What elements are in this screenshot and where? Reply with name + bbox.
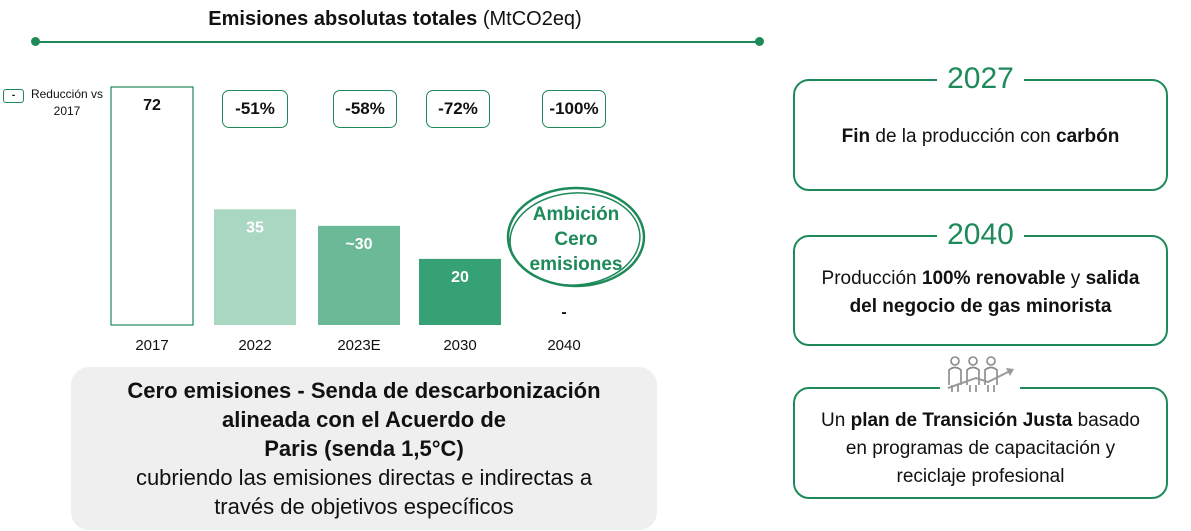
- summary-line-4: cubriendo las emisiones directas e indir…: [135, 465, 593, 490]
- title-divider: [35, 41, 759, 43]
- card3-text-3: en programas de capacitación y: [845, 438, 1116, 459]
- card1-text-bold-2: carbón: [1056, 126, 1120, 147]
- bar-value-2017: 72: [143, 97, 161, 114]
- card3-text-2: basado: [1072, 410, 1140, 431]
- x-tick-2022: 2022: [238, 337, 271, 354]
- bar-value-2023e: ~30: [345, 236, 372, 253]
- annotation-circle: [506, 186, 646, 288]
- reduction-badge-2040: -100%: [542, 90, 606, 128]
- card2-text-1: Producción: [821, 268, 922, 289]
- annotation-text-line-1: Ambición: [533, 204, 620, 225]
- summary-line-5: través de objetivos específicos: [214, 494, 514, 519]
- legend-marker: -: [3, 89, 24, 103]
- people-growth-icon: [940, 352, 1020, 394]
- bar-value-2040: -: [561, 304, 566, 321]
- summary-line-1: Cero emisiones - Senda de descarbonizaci…: [127, 378, 601, 403]
- just-transition-card: Un plan de Transición Justa basado en pr…: [793, 387, 1168, 499]
- card2-text-bold-1: 100% renovable: [921, 268, 1066, 289]
- card3-text-bold: plan de Transición Justa: [850, 410, 1073, 431]
- bar-2017: [110, 86, 194, 326]
- bar-value-2022: 35: [246, 219, 264, 236]
- reduction-badge-2023e: -58%: [333, 90, 397, 128]
- summary-line-2: alineada con el Acuerdo de: [221, 407, 507, 432]
- chart-title-unit: (MtCO2eq): [482, 8, 582, 30]
- annotation-text-line-3: emisiones: [530, 254, 623, 275]
- bar-2023e: [318, 225, 400, 325]
- card-year-2027: 2027: [937, 62, 1024, 95]
- card2-text-2: y: [1065, 268, 1086, 289]
- x-tick-2023e: 2023E: [337, 337, 380, 354]
- bar-2022: [214, 209, 296, 325]
- annotation-circle-stroke-2: [509, 192, 641, 286]
- emissions-bar-chart: 72 2017 35 2022 ~30 2023E 20 2030 - 2040 Ambición C…: [110, 86, 646, 354]
- x-tick-2040: 2040: [547, 337, 580, 354]
- card2-text-bold-3: del negocio de gas minorista: [849, 296, 1112, 317]
- chart-title: Emisiones absolutas totales (MtCO2eq): [0, 8, 790, 31]
- card-year-2040: 2040: [937, 218, 1024, 251]
- legend-label: Reducción vs 2017: [30, 87, 104, 118]
- card2-text-bold-2: salida: [1085, 268, 1140, 289]
- reduction-badge-2022: -51%: [222, 90, 288, 128]
- card3-text-4: reciclaje profesional: [896, 466, 1065, 487]
- milestone-card-2040: 2040 Producción 100% renovable y salida …: [793, 218, 1168, 346]
- summary-panel: Cero emisiones - Senda de descarbonizaci…: [71, 367, 657, 530]
- divider-dot-right: [755, 37, 764, 46]
- bar-2030: [419, 258, 501, 325]
- x-tick-2030: 2030: [443, 337, 476, 354]
- reduction-badge-2030: -72%: [426, 90, 490, 128]
- card1-text: de la producción con: [870, 126, 1057, 147]
- card3-text-1: Un: [821, 410, 851, 431]
- x-tick-2017: 2017: [135, 337, 168, 354]
- bar-value-2030: 20: [451, 269, 469, 286]
- chart-title-main: Emisiones absolutas totales: [208, 8, 478, 30]
- summary-line-3: Paris (senda 1,5°C): [264, 436, 464, 461]
- milestone-card-2027: 2027 Fin de la producción con carbón: [793, 62, 1168, 191]
- divider-dot-left: [31, 37, 40, 46]
- card1-text-bold-1: Fin: [841, 126, 871, 147]
- annotation-text-line-2: Cero: [554, 229, 597, 250]
